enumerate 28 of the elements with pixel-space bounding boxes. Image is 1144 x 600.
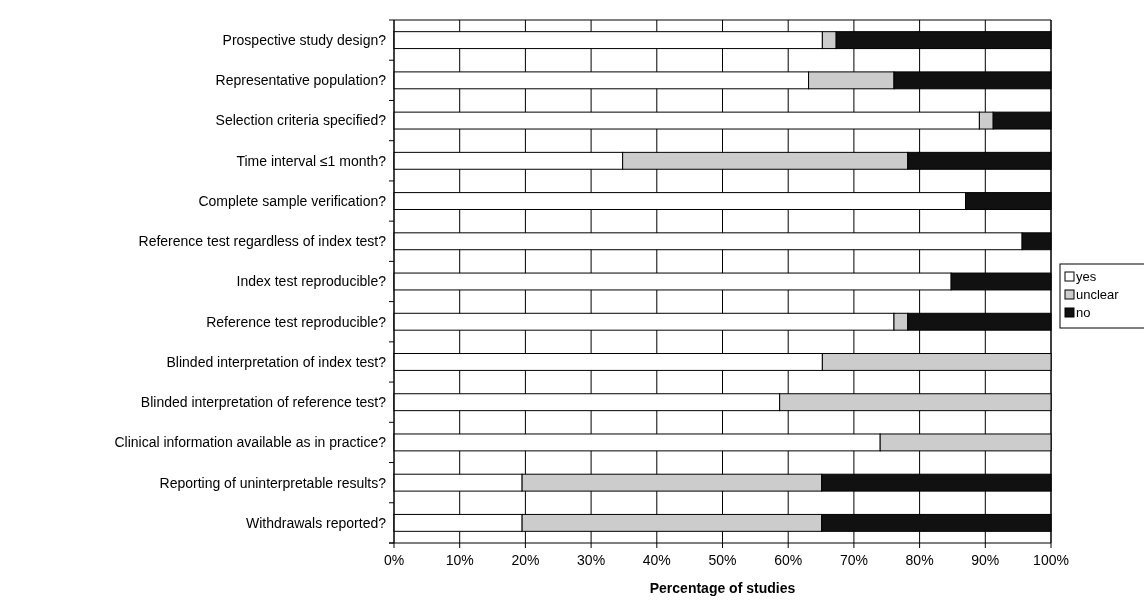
x-tick-label: 0% xyxy=(383,552,405,568)
x-tick-label: 50% xyxy=(708,552,737,568)
x-tick-label: 100% xyxy=(1033,552,1069,568)
y-tick-label: Clinical information available as in practice? xyxy=(114,434,387,451)
x-tick-label: 80% xyxy=(905,552,934,568)
y-tick-label: Selection criteria specified? xyxy=(215,112,387,129)
y-tick-label: Blinded interpretation of index test? xyxy=(166,353,387,370)
y-tick-label: Prospective study design? xyxy=(222,32,387,49)
y-tick-label: Representative population? xyxy=(215,72,387,89)
y-tick-label: Blinded interpretation of reference test? xyxy=(140,394,387,411)
y-tick-label: Index test reproducible? xyxy=(236,273,387,290)
x-tick-label: 90% xyxy=(971,552,1000,568)
legend-label: unclear xyxy=(1076,287,1120,302)
y-tick-label: Reporting of uninterpretable results? xyxy=(159,474,387,491)
y-tick-label: Time interval ≤1 month? xyxy=(236,152,387,169)
x-tick-label: 40% xyxy=(642,552,671,568)
legend-label: no xyxy=(1076,305,1091,320)
y-tick-label: Reference test regardless of index test? xyxy=(138,233,387,250)
x-tick-label: 60% xyxy=(774,552,803,568)
y-tick-label: Complete sample verification? xyxy=(198,192,387,209)
x-tick-label: 10% xyxy=(445,552,474,568)
x-tick-label: 30% xyxy=(577,552,606,568)
legend-label: yes xyxy=(1076,269,1097,284)
y-tick-label: Reference test reproducible? xyxy=(206,313,387,330)
x-tick-label: 20% xyxy=(511,552,540,568)
y-tick-label: Withdrawals reported? xyxy=(245,514,387,531)
x-tick-label: 70% xyxy=(839,552,868,568)
x-axis-title: Percentage of studies xyxy=(649,580,796,596)
